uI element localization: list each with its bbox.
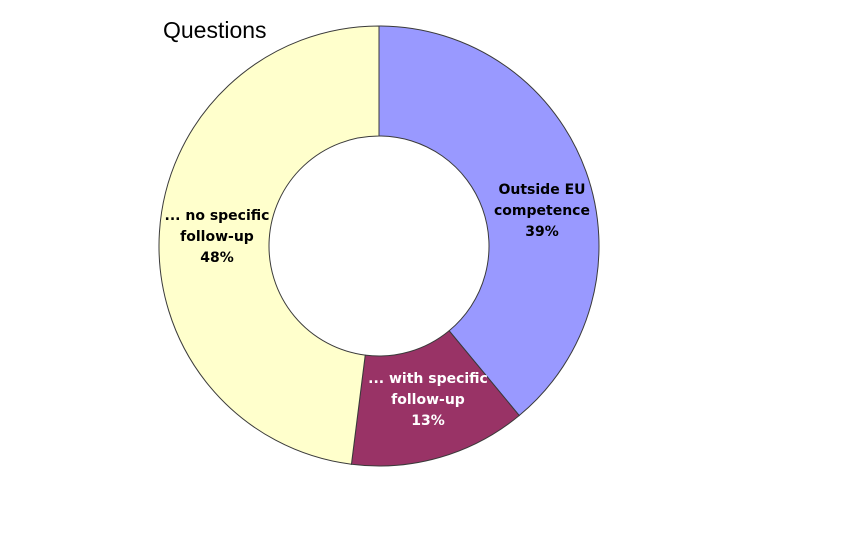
slice-label-1-line-1: follow-up xyxy=(391,392,465,408)
labels-layer: Outside EU competence 39% ... with specific… xyxy=(165,182,590,429)
slices-layer xyxy=(158,25,600,467)
slice-label-0-line-1: competence xyxy=(494,203,590,219)
slice-label-1-line-0: ... with specific xyxy=(368,371,488,387)
donut-slice-2 xyxy=(158,25,380,465)
slice-label-0-line-0: Outside EU xyxy=(498,182,585,198)
slice-percent-label-1: 13% xyxy=(411,413,445,429)
donut-slice-0 xyxy=(378,25,600,417)
slice-label-2-line-1: follow-up xyxy=(180,229,254,245)
slice-percent-label-2: 48% xyxy=(200,250,234,266)
slice-percent-label-0: 39% xyxy=(525,224,559,240)
slice-label-2-line-0: ... no specific xyxy=(165,208,270,224)
chart-title: Questions xyxy=(163,17,267,43)
